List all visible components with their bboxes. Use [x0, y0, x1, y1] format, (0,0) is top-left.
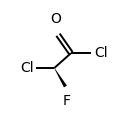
Text: O: O: [50, 12, 61, 26]
Text: F: F: [62, 94, 70, 108]
Text: Cl: Cl: [20, 61, 34, 75]
Text: Cl: Cl: [94, 46, 108, 60]
Polygon shape: [54, 68, 67, 87]
